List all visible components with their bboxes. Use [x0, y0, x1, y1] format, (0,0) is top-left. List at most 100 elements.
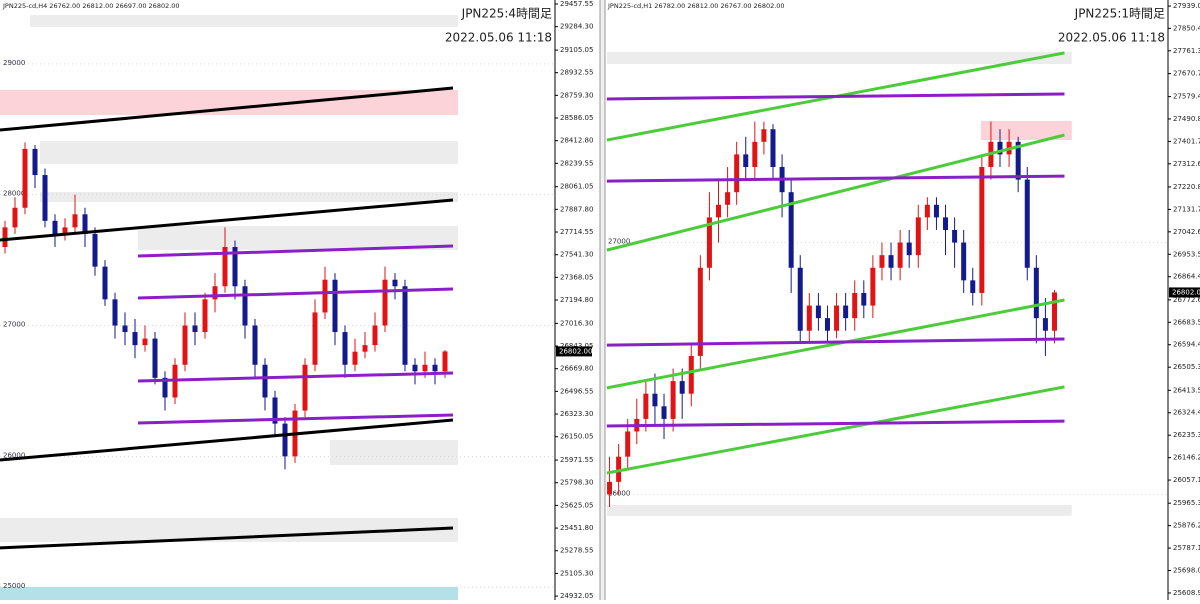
- candle-body: [312, 312, 318, 365]
- price-tag-label: 26802.00: [1172, 288, 1200, 296]
- candle-body: [142, 338, 148, 346]
- candle-body: [252, 325, 258, 365]
- candle-body: [332, 279, 338, 333]
- candle-body: [302, 364, 308, 411]
- candle-body: [282, 423, 288, 457]
- price-tick-label: 26235.30: [1173, 431, 1200, 439]
- zone: [40, 191, 458, 203]
- price-tag: [556, 346, 592, 357]
- zone: [330, 439, 458, 465]
- candle-body: [952, 229, 958, 243]
- candle-body: [870, 267, 876, 306]
- price-tick-label: 26953.50: [1173, 250, 1200, 258]
- candle-body: [112, 299, 118, 326]
- candle-body: [716, 204, 722, 218]
- chart-panel: 27000 26000 27939.00 27850.40 27761.30 27670.…: [605, 0, 1200, 600]
- trend-line: [606, 385, 1065, 475]
- candle-body: [688, 355, 694, 394]
- trend-line: [606, 298, 1065, 390]
- zone: [980, 120, 1072, 141]
- price-tick-label: 26864.40: [1173, 273, 1200, 281]
- candle-body: [372, 325, 378, 346]
- price-tick-label: 27670.70: [1173, 70, 1200, 78]
- price-tick-label: 26324.40: [1173, 409, 1200, 417]
- trend-line: [0, 526, 454, 550]
- price-tick-label: 29457.55: [560, 0, 593, 8]
- panel-divider: [600, 0, 605, 600]
- candle-body: [202, 299, 208, 333]
- price-tick-label: 27220.80: [1173, 183, 1200, 191]
- candle-body: [382, 279, 388, 326]
- candle-body: [743, 154, 749, 168]
- candle-body: [770, 129, 776, 168]
- candle-body: [442, 351, 448, 372]
- zone: [40, 141, 458, 165]
- candle-body: [943, 217, 949, 230]
- candle-body: [797, 267, 803, 331]
- price-tick-label: 25876.20: [1173, 522, 1200, 530]
- candle-body: [888, 255, 894, 268]
- trend-line: [606, 133, 1065, 252]
- candle-body: [42, 175, 48, 221]
- candle-body: [2, 227, 8, 248]
- candle-body: [152, 338, 158, 378]
- trend-line: [137, 287, 454, 300]
- price-tick-label: 25698.00: [1173, 567, 1200, 575]
- price-tick-label: 25798.30: [560, 479, 593, 487]
- panel-background: [605, 0, 1200, 600]
- price-tick-label: 27131.70: [1173, 205, 1200, 213]
- chart-title: JPN225:1時間足: [1074, 7, 1165, 21]
- trend-line: [0, 198, 454, 242]
- price-tag-label: 26802.00: [559, 347, 592, 355]
- candle-body: [1051, 292, 1057, 331]
- trend-line: [137, 244, 454, 258]
- price-tick-label: 28932.55: [560, 69, 593, 77]
- zone: [138, 225, 458, 251]
- candle-body: [924, 204, 930, 218]
- candle-body: [652, 393, 658, 407]
- candle-body: [432, 364, 438, 372]
- chart-subtitle: 2022.05.06 11:18: [1058, 31, 1165, 45]
- zone: [606, 505, 1072, 516]
- candle-body: [162, 377, 168, 398]
- level-label: 26000: [3, 451, 25, 459]
- candle-body: [242, 286, 248, 326]
- price-tick-label: 29105.05: [560, 46, 593, 54]
- candle-body: [362, 345, 368, 352]
- candle-body: [734, 154, 740, 193]
- candle-body: [232, 247, 238, 287]
- candle-body: [422, 364, 428, 372]
- level-label: 29000: [3, 59, 25, 67]
- price-tick-label: 28759.30: [560, 91, 593, 99]
- candle-body: [392, 279, 398, 287]
- candle-body: [752, 141, 758, 168]
- candle-body: [1015, 141, 1021, 180]
- chart-header: JPN225-cd,H1 26782.00 26812.00 26767.00 …: [607, 2, 785, 10]
- trend-line: [606, 174, 1065, 183]
- level-label: 26000: [608, 489, 630, 497]
- candle-body: [806, 305, 812, 331]
- price-tick-label: 27368.05: [560, 273, 593, 281]
- candle-body: [122, 325, 128, 333]
- candle-body: [12, 207, 18, 228]
- price-tick-label: 27714.55: [560, 228, 593, 236]
- candle-body: [22, 148, 28, 208]
- candle-body: [661, 406, 667, 419]
- candle-body: [322, 279, 328, 313]
- candle-body: [182, 325, 188, 365]
- candle-body: [412, 364, 418, 372]
- candle-body: [933, 204, 939, 218]
- zone: [30, 15, 458, 27]
- price-tick-label: 26505.30: [1173, 363, 1200, 371]
- price-tick-label: 26594.40: [1173, 341, 1200, 349]
- candle-body: [1033, 267, 1039, 319]
- price-tick-label: 27042.60: [1173, 228, 1200, 236]
- candle-body: [352, 351, 358, 365]
- price-tick-label: 25608.90: [1173, 589, 1200, 597]
- candle-body: [32, 148, 38, 176]
- candle-body: [670, 381, 676, 419]
- candle-body: [262, 364, 268, 398]
- candle-body: [52, 220, 58, 234]
- price-tick-label: 26057.10: [1173, 476, 1200, 484]
- price-tick-label: 26413.50: [1173, 386, 1200, 394]
